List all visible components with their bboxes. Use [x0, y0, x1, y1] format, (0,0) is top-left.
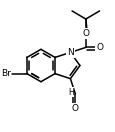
Text: Br: Br — [1, 69, 10, 78]
Text: H: H — [67, 88, 73, 97]
Text: O: O — [95, 43, 102, 52]
Text: N: N — [66, 48, 73, 57]
Text: O: O — [71, 104, 78, 113]
Text: O: O — [82, 29, 89, 38]
